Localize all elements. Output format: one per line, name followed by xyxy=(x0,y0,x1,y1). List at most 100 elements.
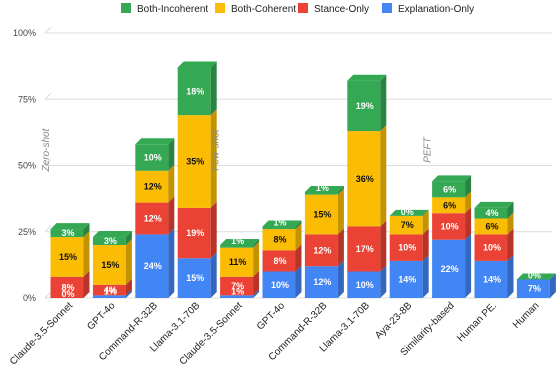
bar-segment xyxy=(474,218,508,235)
data-label: 14% xyxy=(483,274,501,284)
bar-segment xyxy=(262,271,296,298)
bar-segment-side xyxy=(337,260,344,298)
data-label: 10% xyxy=(144,153,162,163)
bar-segment-side xyxy=(337,228,344,267)
data-label: 15% xyxy=(101,260,119,270)
data-label: 12% xyxy=(313,245,331,255)
bar-segment xyxy=(389,234,423,261)
data-label: 7% xyxy=(528,284,541,294)
bar-segment-side xyxy=(507,254,514,298)
bar-top xyxy=(92,231,132,238)
data-label: 0% xyxy=(528,270,541,280)
bar-segment xyxy=(177,258,211,298)
bar-segment-side xyxy=(168,228,175,298)
bar-segment-side xyxy=(125,289,132,298)
data-label: 7% xyxy=(231,281,244,291)
data-label: 35% xyxy=(186,157,204,167)
x-tick-label: GPT-4o xyxy=(85,300,117,332)
data-label: 1% xyxy=(231,236,244,246)
data-label: 10% xyxy=(483,243,501,253)
data-label: 1% xyxy=(104,286,117,296)
data-label: 36% xyxy=(356,174,374,184)
bar-top xyxy=(304,186,344,192)
data-label: 6% xyxy=(443,184,456,194)
bar-segment xyxy=(432,213,466,240)
bar-segment-side xyxy=(422,254,429,298)
bar-segment-side xyxy=(295,220,302,230)
bar-top xyxy=(262,220,302,227)
data-label: 1% xyxy=(273,217,286,227)
bar-segment-side xyxy=(210,252,217,298)
data-label: 4% xyxy=(485,208,498,218)
bar-segment-side xyxy=(507,201,514,219)
bar-segment xyxy=(50,276,84,298)
data-label: 12% xyxy=(144,182,162,192)
data-label: 19% xyxy=(186,228,204,238)
bar-segment xyxy=(135,144,169,171)
bars: 0%8%15%3%1%4%15%3%24%12%12%10%15%19%35%1… xyxy=(50,61,556,299)
bar-segment xyxy=(262,250,296,272)
data-label: 10% xyxy=(356,280,374,290)
bar-segment-side xyxy=(210,201,217,259)
bar-segment-side xyxy=(380,74,387,132)
data-label: 1% xyxy=(316,183,329,193)
bar-segment xyxy=(389,215,423,235)
gridline-depth xyxy=(44,291,52,299)
bar-segment xyxy=(177,115,211,208)
bar-segment xyxy=(516,279,550,298)
bar-stack: 12% 12% 15% 1% xyxy=(304,183,344,298)
bar-segment-side xyxy=(380,220,387,272)
data-label: 8% xyxy=(273,235,286,245)
bar-segment-side xyxy=(125,278,132,296)
bar-segment-side xyxy=(253,270,260,296)
bar-segment xyxy=(220,276,254,296)
data-label: 12% xyxy=(313,277,331,287)
data-label: 8% xyxy=(61,282,74,292)
y-tick-label: 0% xyxy=(23,293,36,303)
x-tick-label: Human PE. xyxy=(455,300,499,344)
legend-swatch xyxy=(298,3,308,13)
data-label: 15% xyxy=(313,210,331,220)
bar-stack: 15% 19% 35% 18% xyxy=(177,61,217,298)
data-label: 22% xyxy=(441,264,459,274)
bar-segment xyxy=(347,226,381,272)
data-label: 15% xyxy=(59,252,77,262)
bar-segment xyxy=(474,234,508,261)
bar-segment-side xyxy=(337,188,344,235)
bar-segment xyxy=(347,131,381,227)
bar-segment xyxy=(347,80,381,132)
legend-label: Explanation-Only xyxy=(398,4,474,15)
bar-segment-side xyxy=(125,239,132,285)
bar-segment-side xyxy=(295,265,302,298)
bar-segment xyxy=(347,271,381,298)
bar-top xyxy=(347,74,387,81)
bar-segment xyxy=(474,260,508,298)
bar-segment-side xyxy=(380,265,387,298)
bar-segment xyxy=(432,197,466,214)
data-label: 6% xyxy=(485,221,498,231)
legend-label: Stance-Only xyxy=(314,4,369,15)
bar-segment-side xyxy=(422,228,429,261)
bar-top xyxy=(50,223,90,230)
legend-swatch xyxy=(215,3,225,13)
bar-segment xyxy=(220,245,254,248)
bar-top xyxy=(389,209,429,216)
y-tick-label: 25% xyxy=(18,227,36,237)
data-label: 11% xyxy=(229,257,247,267)
bar-top xyxy=(516,273,556,280)
data-label: 3% xyxy=(104,236,117,246)
group-annotation: Zero-shot xyxy=(41,127,52,172)
bar-segment xyxy=(92,245,126,285)
y-axis: 0% 25% 50% 75% 100% xyxy=(13,28,36,303)
bar-segment-side xyxy=(210,61,217,116)
bar-segment xyxy=(92,237,126,245)
data-label: 18% xyxy=(186,86,204,96)
data-label: 24% xyxy=(144,261,162,271)
gridline-depth xyxy=(44,159,52,166)
bar-segment-side xyxy=(253,289,260,298)
bar-segment xyxy=(262,226,296,230)
data-label: 0% xyxy=(61,289,74,299)
bar-stack: 14% 10% 6% 4% xyxy=(474,201,514,298)
group-annotation: PEFT xyxy=(422,136,433,162)
group-annotations: Zero-shot Few-shot PEFT xyxy=(41,127,434,172)
